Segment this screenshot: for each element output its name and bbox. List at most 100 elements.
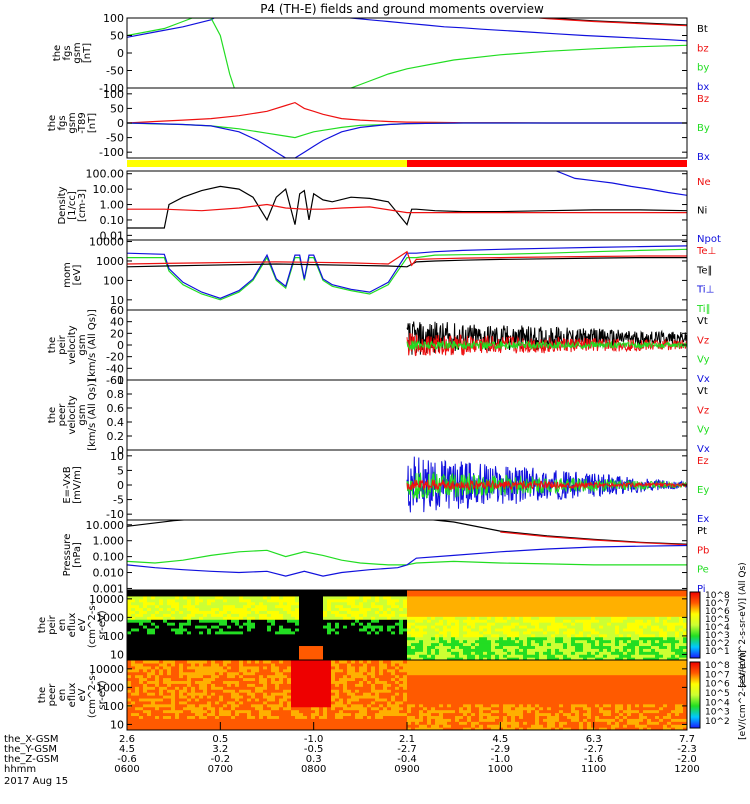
- legend-label: Te⊥: [696, 246, 716, 257]
- spectrogram-cell: [651, 590, 656, 594]
- spectrogram-cell: [187, 660, 192, 664]
- spectrogram-cell: [323, 660, 328, 664]
- spectrogram-cell: [499, 590, 504, 594]
- legend-label: Ez: [697, 456, 709, 467]
- spectrogram-cell: [283, 660, 288, 664]
- spectrogram-cell: [543, 590, 548, 594]
- spectrogram-cell: [635, 590, 640, 594]
- spectrogram-cell: [147, 660, 152, 664]
- spectrogram-cell: [279, 660, 284, 664]
- spectrogram-cell: [611, 590, 616, 594]
- spectrogram-cell: [567, 590, 572, 594]
- spectrogram-cell: [263, 590, 268, 594]
- spectrogram-cell: [167, 590, 172, 594]
- spectrogram-cell: [251, 660, 256, 664]
- spectrogram-cell: [127, 660, 132, 664]
- spectrogram-cell: [551, 590, 556, 594]
- spectrogram-cell: [591, 590, 596, 594]
- y-tick-label: 100: [103, 88, 124, 101]
- spectrogram-cell: [427, 590, 432, 594]
- spectrogram-cell: [399, 590, 404, 594]
- y-tick-label: 0.8: [107, 388, 125, 401]
- spectrogram-cell: [323, 590, 328, 594]
- spectrogram-cell: [227, 590, 232, 594]
- y-axis-label: [cm-3]: [77, 189, 88, 222]
- spectrogram-cell: [539, 590, 544, 594]
- y-tick-label: 10: [110, 450, 124, 463]
- spectrogram-cell: [491, 590, 496, 594]
- spectrogram-cell: [299, 590, 304, 594]
- spectrogram-cell: [259, 590, 264, 594]
- spectrogram-cell: [367, 590, 372, 594]
- spectrogram-cell: [207, 660, 212, 664]
- y-tick-label: 1.000: [93, 535, 125, 548]
- legend-label: Pe: [697, 565, 709, 576]
- spectrogram-cell: [159, 660, 164, 664]
- y-tick-label: 0.6: [107, 402, 125, 415]
- y-tick-label: 10: [110, 648, 124, 661]
- spectrogram-cell: [211, 590, 216, 594]
- y-tick-label: 10.00: [93, 183, 125, 196]
- spectrogram-cell: [187, 590, 192, 594]
- y-tick-label: 10.000: [86, 519, 125, 532]
- y-axis-label: [km/s (All Qs)]: [87, 309, 98, 381]
- spectrogram-cell: [607, 590, 612, 594]
- spectrogram-cell: [439, 590, 444, 594]
- spectrogram-cell: [527, 590, 532, 594]
- spectrogram-cell: [443, 590, 448, 594]
- legend-label: by: [697, 63, 709, 74]
- y-tick-label: -50: [106, 132, 124, 145]
- spectrogram-cell: [163, 660, 168, 664]
- spectrogram-cell: [659, 590, 664, 594]
- figure-title: P4 (TH-E) fields and ground moments over…: [260, 2, 544, 16]
- spectrogram-cell: [287, 590, 292, 594]
- spectrogram-cell: [311, 660, 316, 664]
- spectrogram-cell: [371, 590, 376, 594]
- spectrogram-cell: [383, 590, 388, 594]
- spectrogram-cell: [223, 660, 228, 664]
- y-tick-label: -5: [113, 494, 124, 507]
- spectrogram-cell: [291, 660, 296, 664]
- spectrogram-cell: [195, 660, 200, 664]
- spectrogram-cell: [363, 590, 368, 594]
- spectrogram-cell: [531, 590, 536, 594]
- spectrogram-cell: [335, 590, 340, 594]
- plot-area: [127, 660, 688, 731]
- spectrogram-cell: [639, 590, 644, 594]
- spectrogram-cell: [203, 660, 208, 664]
- series-line-Ne: [127, 205, 687, 213]
- spectrogram-cell: [271, 590, 276, 594]
- y-tick-label: 0.010: [93, 567, 125, 580]
- spectrogram-cell: [411, 590, 416, 594]
- legend-label: Vx: [697, 444, 710, 455]
- spectrogram-cell: [155, 660, 160, 664]
- legend-label: Vt: [697, 386, 708, 397]
- spectrogram-cell: [419, 590, 424, 594]
- spectrogram-cell: [347, 590, 352, 594]
- legend-label: Vz: [697, 405, 709, 416]
- spectrogram-cell: [327, 590, 332, 594]
- plot-area: [127, 246, 687, 300]
- series-line-by: [127, 18, 687, 92]
- spectrogram-cell: [263, 660, 268, 664]
- spectrogram-cell: [643, 590, 648, 594]
- plot-area: [127, 15, 687, 92]
- spectrogram-cell: [435, 590, 440, 594]
- spectrogram-cell: [179, 660, 184, 664]
- spectrogram-cell: [175, 660, 180, 664]
- plot-area: [127, 590, 688, 661]
- spectrogram-cell: [355, 590, 360, 594]
- spectrogram-cell: [227, 660, 232, 664]
- spectrogram-cell: [519, 590, 524, 594]
- spectrogram-cell: [191, 590, 196, 594]
- y-axis-label: [nT]: [87, 113, 98, 133]
- spectrogram-cell: [343, 660, 348, 664]
- spectrogram-cell: [175, 590, 180, 594]
- spectrogram-cell: [447, 590, 452, 594]
- spectrogram-cell: [235, 590, 240, 594]
- series-line-Pi: [127, 546, 687, 577]
- spectrogram-cell: [431, 590, 436, 594]
- spectrogram-cell: [191, 660, 196, 664]
